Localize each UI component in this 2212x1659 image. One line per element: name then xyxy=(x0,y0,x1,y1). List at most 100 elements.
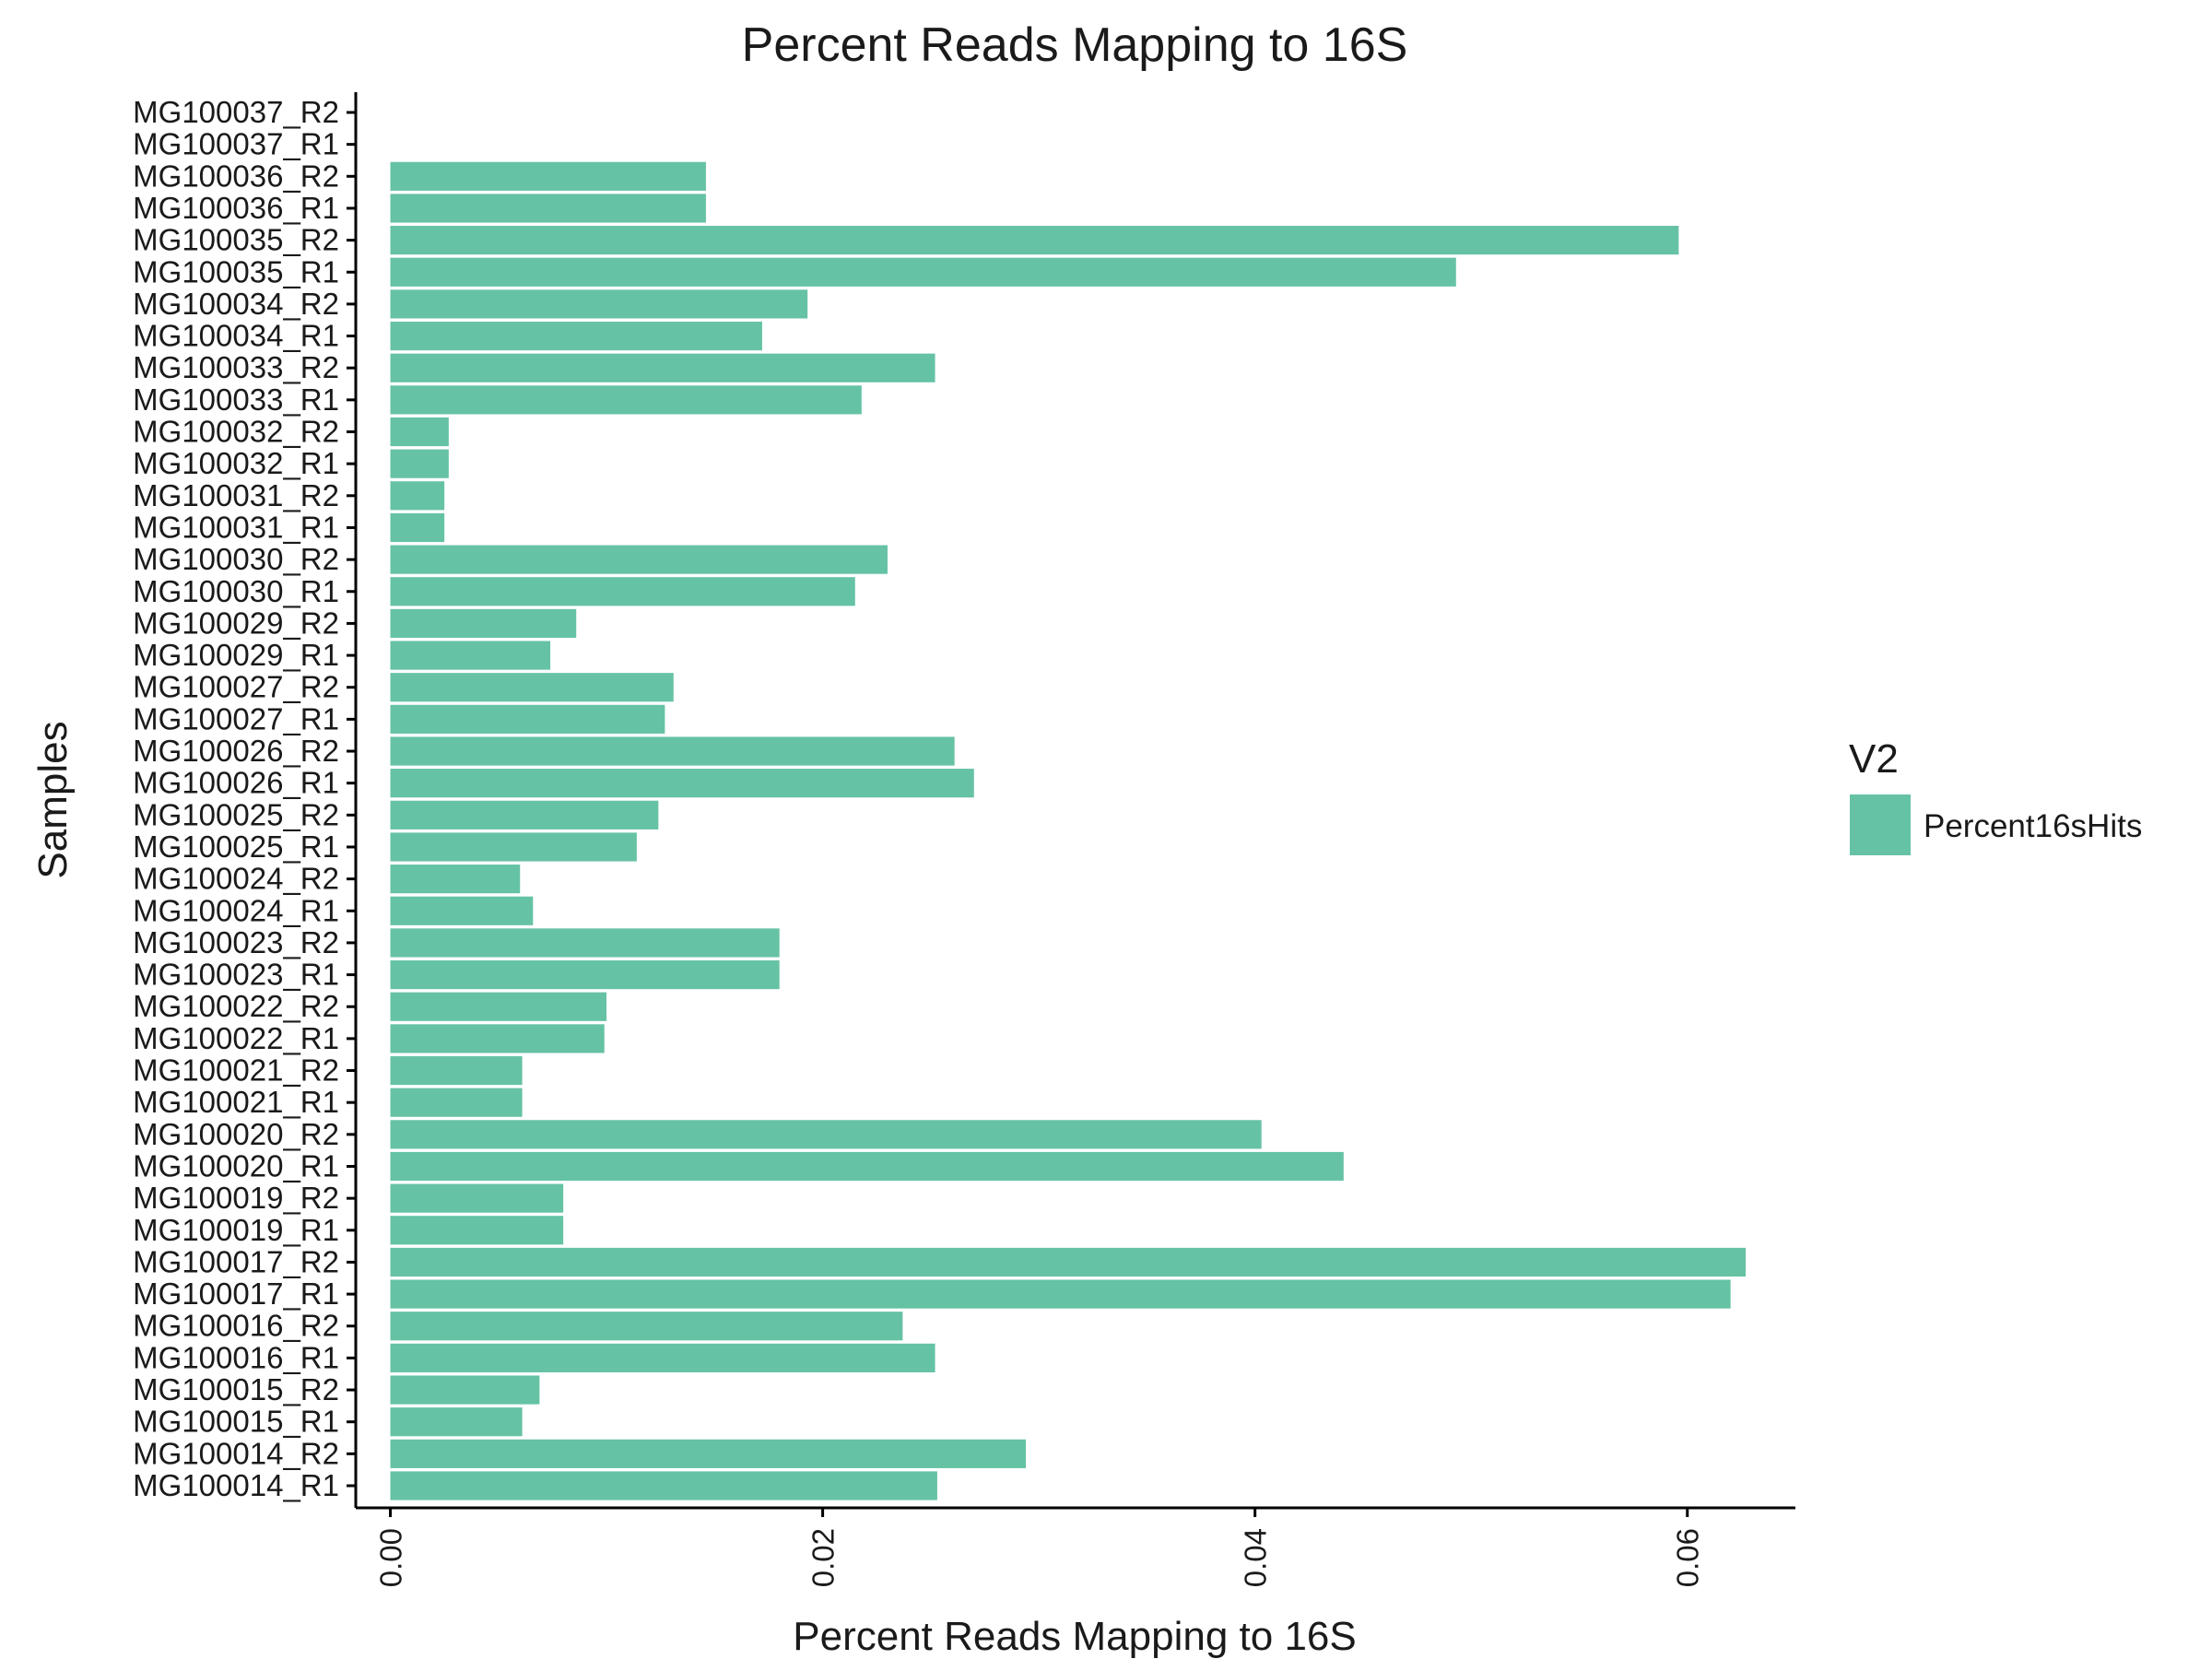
bar-mg100032-r1 xyxy=(390,449,449,478)
bar-mg100026-r1 xyxy=(390,769,974,798)
x-axis-title: Percent Reads Mapping to 16S xyxy=(793,1614,1357,1659)
bar-mg100021-r1 xyxy=(390,1088,523,1117)
legend-swatch xyxy=(1850,794,1911,855)
bar-mg100022-r2 xyxy=(390,992,607,1021)
bar-mg100014-r1 xyxy=(390,1471,937,1500)
y-tick-label-mg100017-r2: MG100017_R2 xyxy=(133,1244,339,1278)
y-tick-label-mg100032-r2: MG100032_R2 xyxy=(133,415,339,449)
bar-mg100034-r2 xyxy=(390,289,808,319)
bar-mg100016-r2 xyxy=(390,1312,903,1341)
chart-title: Percent Reads Mapping to 16S xyxy=(742,18,1408,72)
y-tick-label-mg100034-r2: MG100034_R2 xyxy=(133,287,339,321)
bar-mg100036-r1 xyxy=(390,194,706,223)
y-tick-label-mg100019-r2: MG100019_R2 xyxy=(133,1181,339,1215)
y-tick-label-mg100035-r2: MG100035_R2 xyxy=(133,223,339,257)
x-tick-label: 0.04 xyxy=(1239,1528,1273,1587)
bar-mg100025-r2 xyxy=(390,800,659,830)
bars-group xyxy=(390,161,1747,1500)
x-tick-label: 0.06 xyxy=(1671,1528,1705,1587)
y-tick-label-mg100015-r1: MG100015_R1 xyxy=(133,1405,339,1439)
y-tick-label-mg100035-r1: MG100035_R1 xyxy=(133,254,339,288)
y-tick-label-mg100037-r1: MG100037_R1 xyxy=(133,127,339,161)
y-tick-label-mg100026-r1: MG100026_R1 xyxy=(133,766,339,800)
bar-mg100017-r2 xyxy=(390,1247,1747,1277)
y-tick-label-mg100029-r2: MG100029_R2 xyxy=(133,606,339,640)
bar-mg100035-r1 xyxy=(390,257,1456,287)
legend: V2 Percent16sHits xyxy=(1849,736,2142,855)
bar-mg100036-r2 xyxy=(390,161,706,191)
x-tick-label: 0.00 xyxy=(374,1528,408,1587)
y-tick-label-mg100033-r2: MG100033_R2 xyxy=(133,350,339,384)
bar-mg100027-r1 xyxy=(390,704,665,734)
y-tick-label-mg100023-r2: MG100023_R2 xyxy=(133,925,339,959)
y-axis-title: Samples xyxy=(30,721,76,878)
bar-mg100019-r1 xyxy=(390,1216,564,1245)
bar-mg100014-r2 xyxy=(390,1439,1027,1468)
bar-mg100016-r1 xyxy=(390,1343,935,1372)
bar-mg100024-r2 xyxy=(390,865,521,894)
bar-mg100029-r1 xyxy=(390,641,551,670)
y-tick-label-mg100030-r2: MG100030_R2 xyxy=(133,542,339,576)
bar-mg100020-r1 xyxy=(390,1151,1344,1182)
bar-mg100023-r1 xyxy=(390,959,780,990)
y-tick-label-mg100024-r1: MG100024_R1 xyxy=(133,893,339,927)
bar-mg100020-r2 xyxy=(390,1120,1262,1149)
bar-mg100033-r2 xyxy=(390,353,935,382)
bar-mg100033-r1 xyxy=(390,385,862,415)
y-tick-label-mg100029-r1: MG100029_R1 xyxy=(133,638,339,672)
bar-mg100032-r2 xyxy=(390,417,449,447)
y-tick-label-mg100020-r1: MG100020_R1 xyxy=(133,1148,339,1182)
y-tick-label-mg100036-r1: MG100036_R1 xyxy=(133,191,339,225)
bar-mg100024-r1 xyxy=(390,896,534,925)
y-tick-label-mg100016-r1: MG100016_R1 xyxy=(133,1340,339,1374)
bar-mg100015-r2 xyxy=(390,1375,540,1405)
y-tick-label-mg100037-r2: MG100037_R2 xyxy=(133,95,339,129)
y-category-labels: MG100014_R1MG100014_R2MG100015_R1MG10001… xyxy=(133,95,356,1502)
bar-mg100021-r2 xyxy=(390,1055,523,1086)
bar-mg100023-r2 xyxy=(390,928,780,958)
y-tick-label-mg100030-r1: MG100030_R1 xyxy=(133,574,339,608)
bar-mg100022-r1 xyxy=(390,1024,605,1053)
legend-label-percent16shits: Percent16sHits xyxy=(1924,808,2142,844)
bar-mg100031-r2 xyxy=(390,481,445,511)
y-tick-label-mg100016-r2: MG100016_R2 xyxy=(133,1309,339,1343)
y-tick-label-mg100032-r1: MG100032_R1 xyxy=(133,446,339,480)
bar-mg100015-r1 xyxy=(390,1407,523,1437)
bar-mg100027-r2 xyxy=(390,673,674,702)
y-tick-label-mg100025-r1: MG100025_R1 xyxy=(133,830,339,864)
y-tick-label-mg100027-r2: MG100027_R2 xyxy=(133,670,339,704)
y-tick-label-mg100024-r2: MG100024_R2 xyxy=(133,862,339,896)
y-tick-label-mg100033-r1: MG100033_R1 xyxy=(133,382,339,417)
y-tick-label-mg100034-r1: MG100034_R1 xyxy=(133,319,339,353)
y-tick-label-mg100031-r1: MG100031_R1 xyxy=(133,510,339,544)
y-tick-label-mg100031-r2: MG100031_R2 xyxy=(133,478,339,512)
bar-mg100031-r1 xyxy=(390,512,445,543)
y-tick-label-mg100021-r2: MG100021_R2 xyxy=(133,1053,339,1088)
y-tick-label-mg100019-r1: MG100019_R1 xyxy=(133,1213,339,1247)
bar-mg100025-r1 xyxy=(390,832,637,862)
y-tick-label-mg100021-r1: MG100021_R1 xyxy=(133,1085,339,1119)
bar-mg100029-r2 xyxy=(390,608,577,639)
bar-mg100030-r1 xyxy=(390,577,855,606)
y-tick-label-mg100022-r1: MG100022_R1 xyxy=(133,1021,339,1055)
y-tick-label-mg100014-r1: MG100014_R1 xyxy=(133,1468,339,1502)
y-tick-label-mg100015-r2: MG100015_R2 xyxy=(133,1372,339,1406)
y-tick-label-mg100014-r2: MG100014_R2 xyxy=(133,1436,339,1470)
x-tick-group: 0.00 0.02 0.04 0.06 xyxy=(374,1508,1705,1587)
y-tick-label-mg100017-r1: MG100017_R1 xyxy=(133,1277,339,1311)
bar-mg100030-r2 xyxy=(390,545,888,574)
bar-mg100026-r2 xyxy=(390,736,955,766)
y-tick-label-mg100036-r2: MG100036_R2 xyxy=(133,159,339,193)
y-tick-label-mg100023-r1: MG100023_R1 xyxy=(133,958,339,992)
bar-mg100019-r2 xyxy=(390,1183,564,1213)
bar-mg100017-r1 xyxy=(390,1279,1731,1309)
bar-mg100034-r1 xyxy=(390,321,762,351)
legend-title: V2 xyxy=(1849,736,1899,782)
y-tick-label-mg100025-r2: MG100025_R2 xyxy=(133,797,339,831)
y-tick-label-mg100020-r2: MG100020_R2 xyxy=(133,1117,339,1151)
y-tick-label-mg100026-r2: MG100026_R2 xyxy=(133,734,339,768)
y-tick-label-mg100022-r2: MG100022_R2 xyxy=(133,989,339,1023)
bar-mg100035-r2 xyxy=(390,226,1679,255)
